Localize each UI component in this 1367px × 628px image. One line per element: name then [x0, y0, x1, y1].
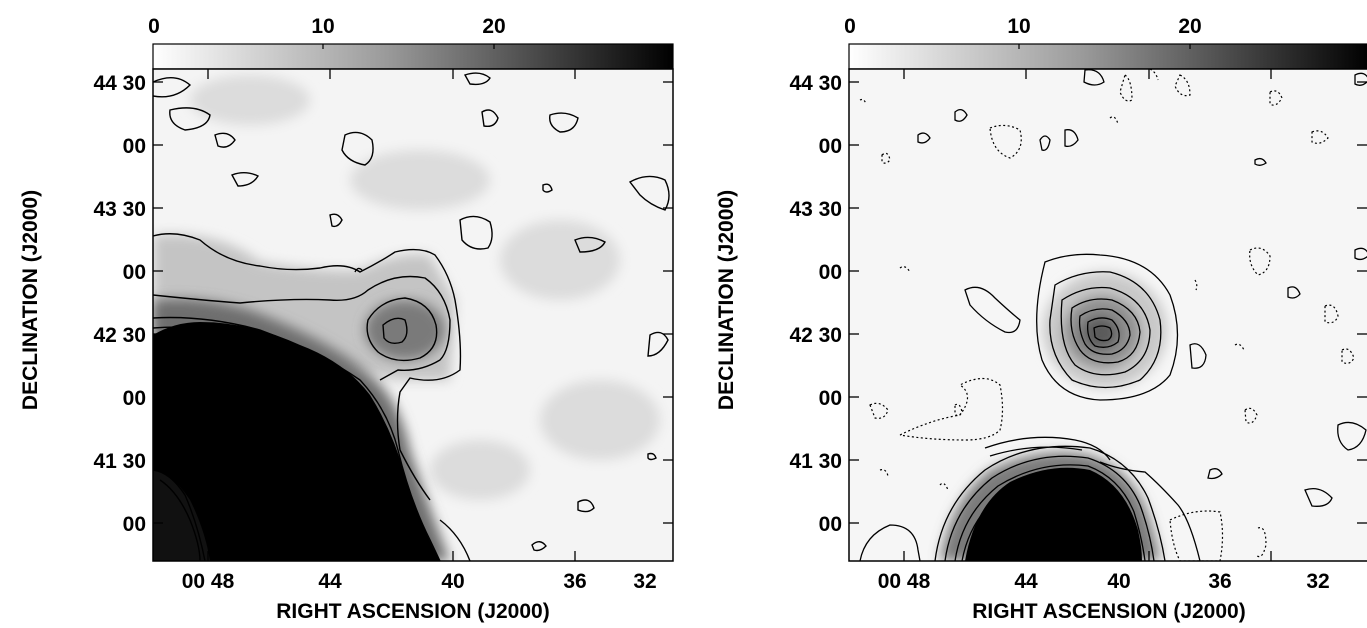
right-x-tick-label: 44 [1014, 570, 1038, 593]
right-y-tick-label: 43 30 [789, 198, 842, 221]
right-colorbar-tick-20: 20 [1178, 15, 1201, 38]
right-heatmap-image [849, 69, 1367, 561]
left-x-axis-label: RIGHT ASCENSION (J2000) [276, 600, 549, 623]
right-negative-contours [859, 69, 1355, 561]
left-y-tick-label: 41 30 [93, 450, 146, 473]
right-y-ticks [849, 81, 1367, 524]
right-y-tick-label: 00 [819, 387, 842, 410]
left-contours [153, 72, 670, 561]
left-y-tick-label: 44 30 [93, 72, 146, 95]
right-y-tick-label: 44 30 [789, 72, 842, 95]
left-y-tick-label: 43 30 [93, 198, 146, 221]
left-plot-frame [152, 68, 674, 562]
right-x-axis-label: RIGHT ASCENSION (J2000) [972, 600, 1245, 623]
right-contours [859, 69, 1367, 561]
right-y-tick-label: 41 30 [789, 450, 842, 473]
left-colorbar [152, 43, 674, 70]
left-y-tick-label: 00 [123, 387, 146, 410]
right-colorbar-tick-0: 0 [844, 15, 856, 38]
right-x-tick-label: 32 [1306, 570, 1329, 593]
right-x-tick-label: 36 [1208, 570, 1231, 593]
left-colorbar-tick-20: 20 [482, 15, 505, 38]
right-x-tick-label: 00 48 [878, 570, 931, 593]
left-y-axis-label: DECLINATION (J2000) [19, 190, 42, 410]
right-colorbar-tick-10: 10 [1007, 15, 1030, 38]
right-plot-frame [848, 68, 1367, 562]
right-x-ticks [903, 69, 1272, 561]
left-heatmap-image [153, 69, 673, 561]
left-y-tick-label: 00 [123, 261, 146, 284]
right-y-tick-label: 00 [819, 135, 842, 158]
left-x-tick-label: 36 [563, 570, 586, 593]
right-colorbar-ticks [1018, 44, 1191, 49]
right-colorbar [848, 43, 1367, 70]
left-y-ticks [153, 81, 673, 524]
left-x-tick-label: 40 [441, 570, 464, 593]
left-colorbar-tick-10: 10 [311, 15, 334, 38]
left-colorbar-tick-0: 0 [148, 15, 160, 38]
left-y-tick-label: 00 [123, 513, 146, 536]
left-panel: 0 10 20 [19, 15, 674, 623]
right-y-tick-label: 00 [819, 261, 842, 284]
left-y-tick-label: 42 30 [93, 324, 146, 347]
left-x-tick-label: 00 48 [182, 570, 235, 593]
left-x-tick-label: 44 [318, 570, 342, 593]
left-y-tick-label: 00 [123, 135, 146, 158]
left-x-ticks [207, 69, 576, 561]
right-x-tick-label: 40 [1107, 570, 1130, 593]
right-panel: 0 10 20 [715, 15, 1367, 623]
left-colorbar-ticks [322, 44, 495, 49]
right-y-tick-label: 42 30 [789, 324, 842, 347]
right-y-axis-label: DECLINATION (J2000) [715, 190, 738, 410]
right-y-tick-label: 00 [819, 513, 842, 536]
left-x-tick-label: 32 [633, 570, 656, 593]
